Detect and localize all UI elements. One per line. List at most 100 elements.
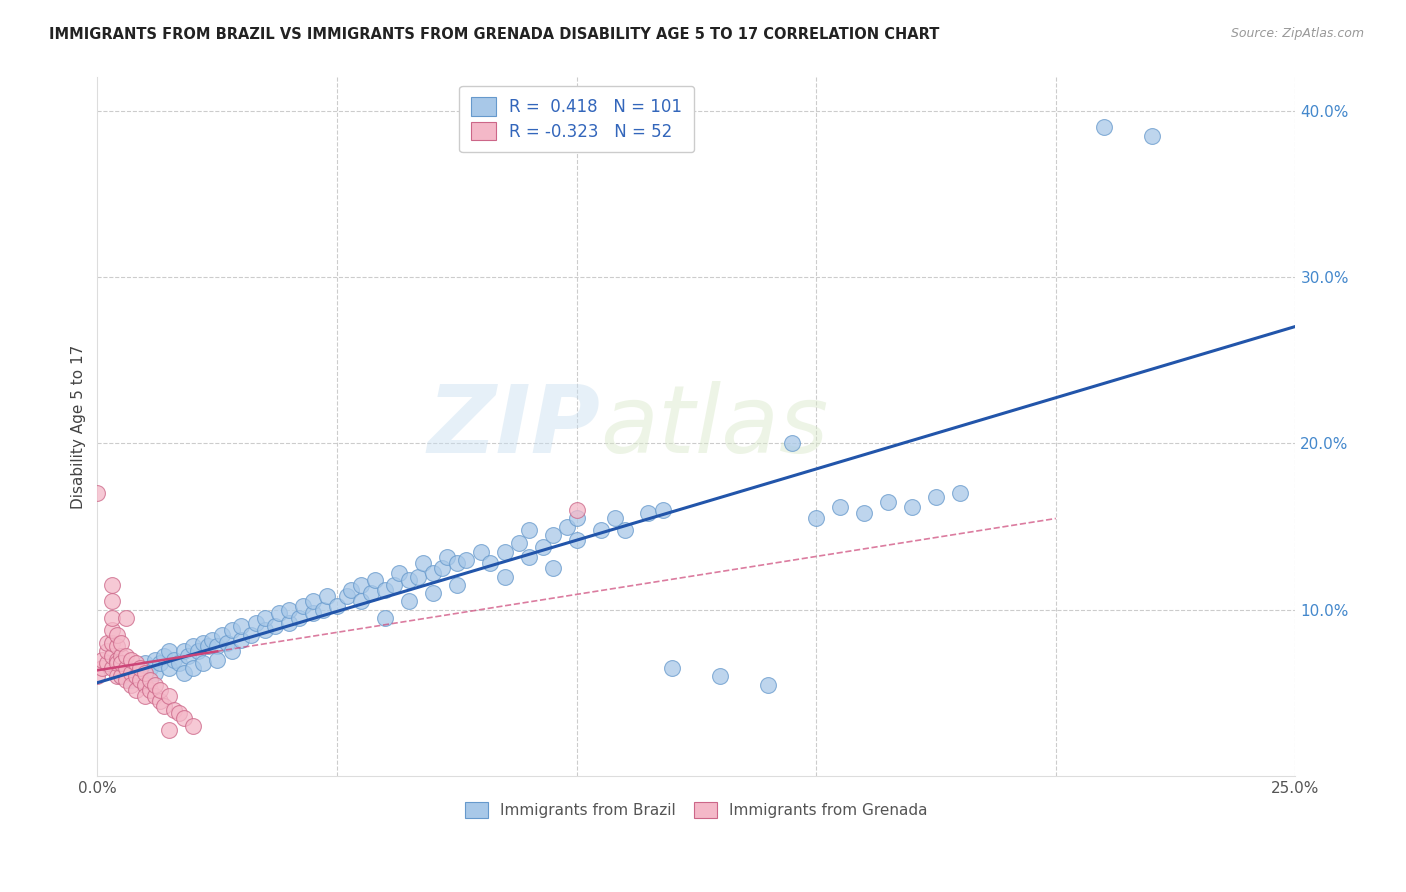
Point [149,656,172,670]
Text: Source: ZipAtlas.com: Source: ZipAtlas.com [1230,27,1364,40]
Point [432,561,454,575]
Point [115,673,138,687]
Point [360,586,382,600]
Point [105,640,128,654]
Point [100,661,122,675]
Point [661,661,683,675]
Point [120,673,142,687]
Point [105,653,128,667]
Point [422,586,444,600]
Point [139,661,162,675]
Point [278,616,301,631]
Point [254,623,277,637]
Point [149,682,172,697]
Point [191,656,214,670]
Point [143,666,166,681]
Point [901,500,924,514]
Point [157,661,180,675]
Point [110,649,132,664]
Point [311,603,333,617]
Point [245,616,267,631]
Point [229,632,252,647]
Point [412,556,434,570]
Point [853,506,876,520]
Point [173,666,195,681]
Point [446,556,468,570]
Point [86,669,108,683]
Point [830,500,852,514]
Point [302,606,325,620]
Point [105,628,128,642]
Point [350,594,373,608]
Point [125,656,148,670]
Point [422,566,444,581]
Point [187,644,209,658]
Point [374,611,396,625]
Point [302,594,325,608]
Point [100,594,122,608]
Point [96,656,118,670]
Point [446,578,468,592]
Point [105,656,128,670]
Point [134,656,156,670]
Point [340,582,363,597]
Point [651,503,673,517]
Point [565,511,588,525]
Point [384,578,406,592]
Point [603,511,626,525]
Point [153,699,176,714]
Point [96,636,118,650]
Point [756,678,779,692]
Point [215,636,238,650]
Point [139,673,162,687]
Point [105,669,128,683]
Point [115,649,138,664]
Point [173,644,195,658]
Point [508,536,530,550]
Point [125,666,148,681]
Point [254,611,277,625]
Text: atlas: atlas [600,381,828,472]
Point [139,682,162,697]
Point [163,703,186,717]
Point [436,549,458,564]
Point [197,640,219,654]
Point [134,678,156,692]
Point [201,632,224,647]
Point [637,506,659,520]
Point [181,640,204,654]
Point [877,494,900,508]
Point [1092,120,1115,135]
Point [565,533,588,547]
Point [335,590,357,604]
Point [350,578,373,592]
Point [100,636,122,650]
Point [388,566,411,581]
Point [181,661,204,675]
Legend: Immigrants from Brazil, Immigrants from Grenada: Immigrants from Brazil, Immigrants from … [458,796,934,824]
Point [456,553,478,567]
Point [120,678,142,692]
Point [806,511,828,525]
Point [221,644,243,658]
Point [157,690,180,704]
Y-axis label: Disability Age 5 to 17: Disability Age 5 to 17 [72,344,86,509]
Point [398,573,420,587]
Point [613,523,636,537]
Point [143,653,166,667]
Point [541,561,564,575]
Point [177,649,200,664]
Point [709,669,731,683]
Point [125,682,148,697]
Point [143,678,166,692]
Point [120,653,142,667]
Point [269,606,291,620]
Point [191,636,214,650]
Point [100,623,122,637]
Point [163,653,186,667]
Point [134,678,156,692]
Point [110,636,132,650]
Point [517,549,540,564]
Point [494,569,516,583]
Point [110,656,132,670]
